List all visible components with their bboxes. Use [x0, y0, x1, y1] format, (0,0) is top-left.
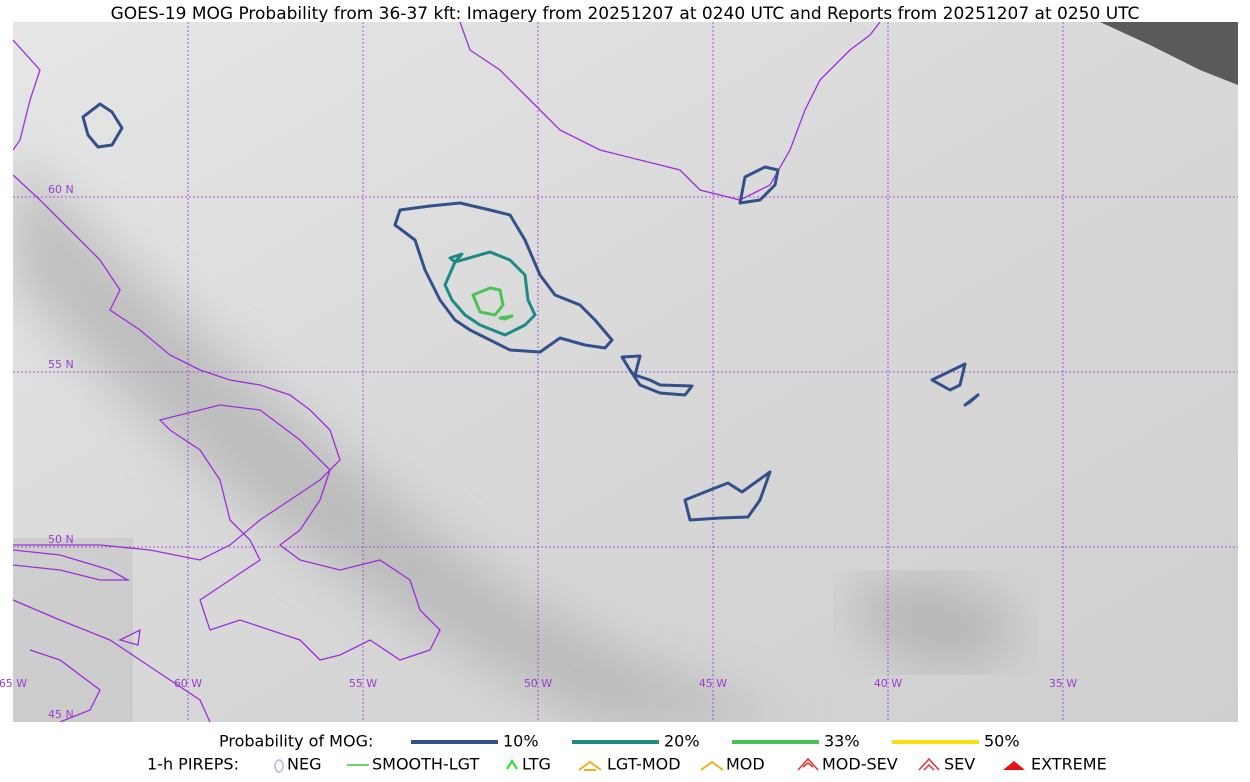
legend-label: LTG [522, 755, 551, 774]
pirep-symbol [506, 759, 518, 770]
pirep-symbol [797, 757, 819, 771]
pirep-symbol [274, 759, 284, 773]
legend-label: MOD [726, 755, 765, 774]
legend-label: SEV [944, 755, 975, 774]
legend-label: EXTREME [1031, 755, 1107, 774]
contour [620, 354, 694, 397]
lon-label: 60 W [174, 677, 202, 690]
dry-slot [13, 150, 800, 722]
contour [393, 201, 614, 354]
legend-label: 33% [824, 732, 860, 751]
pirep-symbol [918, 757, 940, 771]
pirep-symbol [1003, 761, 1025, 770]
pirep-symbol [578, 760, 602, 771]
graticule-labels: 60 N 55 N 50 N 45 N 65 W 60 W 55 W 50 W 45 W 40 W… [0, 183, 1077, 721]
no-data-region [1100, 22, 1238, 85]
coastline-newfoundland [158, 404, 441, 661]
lon-label: 35 W [1049, 677, 1077, 690]
legend-label: 50% [984, 732, 1020, 751]
legend-label: MOD-SEV [822, 755, 898, 774]
contour [81, 102, 124, 149]
title: GOES-19 MOG Probability from 36-37 kft: … [111, 4, 1140, 24]
legend-label: SMOOTH-LGT [372, 755, 479, 774]
contour [930, 362, 980, 407]
land-shade [13, 538, 133, 722]
legend-label: LGT-MOD [607, 755, 681, 774]
graticule [13, 22, 1238, 722]
coastline-labrador [13, 39, 341, 561]
pirep-symbol [700, 760, 724, 771]
contour [471, 286, 514, 321]
coastline-maritimes [13, 549, 211, 722]
lon-label: 45 W [699, 677, 727, 690]
legend-label: 20% [664, 732, 700, 751]
contours-33 [471, 286, 514, 321]
lat-label: 45 N [48, 708, 74, 721]
lon-label: 55 W [349, 677, 377, 690]
lat-label: 50 N [48, 533, 74, 546]
dark-swirl [850, 579, 1020, 667]
legend-title: 1-h PIREPS: [147, 755, 239, 774]
lon-label: 40 W [874, 677, 902, 690]
contour [683, 470, 772, 522]
lon-label: 65 W [0, 677, 27, 690]
lon-label: 50 W [524, 677, 552, 690]
map [13, 22, 1238, 722]
legend: Probability of MOG: 10% 20% 33% 50% 1-h PIREP… [147, 732, 1107, 774]
contour [738, 165, 780, 205]
contours-10 [81, 102, 980, 522]
contour [443, 250, 537, 337]
legend-label: 10% [503, 732, 539, 751]
legend-label: NEG [287, 755, 321, 774]
lat-label: 55 N [48, 358, 74, 371]
contours-20 [443, 250, 537, 337]
coastline-greenland [459, 22, 881, 201]
legend-title: Probability of MOG: [219, 732, 373, 751]
lat-label: 60 N [48, 183, 74, 196]
